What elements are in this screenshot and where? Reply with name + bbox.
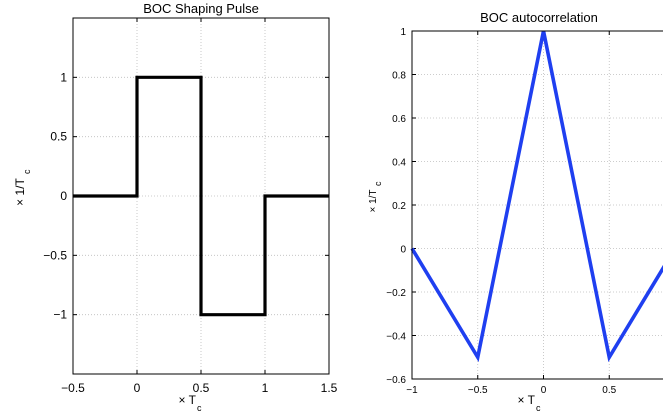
chart-title: BOC Shaping Pulse: [143, 1, 259, 16]
y-tick-label: 0.8: [392, 71, 406, 82]
tick-labels: −1 −0.5 0 0.5 −0.6 −0.4 −0.2 0 0.2 0.4 0.6 0.8 1: [386, 27, 616, 396]
x-axis-label-text: × T: [518, 393, 536, 407]
y-tick-label: 0.5: [50, 130, 67, 144]
x-tick-label: 1: [262, 381, 269, 395]
y-tick-label: 0.4: [392, 158, 406, 169]
x-axis-label-subscript: c: [197, 403, 202, 413]
y-axis-label: × 1/T c: [13, 169, 32, 206]
tick-labels: −0.5 0 0.5 1 1.5 −1 −0.5 0 0.5 1: [43, 70, 337, 395]
x-tick-label: −0.5: [468, 385, 488, 396]
chart-title: BOC autocorrelation: [480, 10, 598, 25]
series-line: [73, 75, 329, 317]
y-tick-label: −1: [53, 308, 67, 322]
y-axis-label-text: × 1/T: [13, 177, 27, 205]
y-tick-label: 1: [400, 27, 406, 38]
x-tick-label: 0.5: [602, 385, 616, 396]
y-axis-label: × 1/T c: [368, 181, 383, 213]
x-tick-label: 0: [134, 381, 141, 395]
x-tick-label: 1.5: [321, 381, 338, 395]
plot-frame: [411, 30, 663, 380]
y-tick-label: 0: [60, 189, 67, 203]
x-axis-label-text: × T: [179, 393, 197, 407]
chart-boc-autocorrelation: −1 −0.5 0 0.5 −0.6 −0.4 −0.2 0 0.2 0.4 0.6 0.8 1 BOC…: [368, 10, 663, 413]
y-tick-label: 0: [400, 245, 406, 256]
y-tick-label: 1: [60, 70, 67, 84]
x-axis-label: × T c: [518, 393, 541, 413]
y-tick-label: −0.5: [43, 248, 67, 262]
x-tick-label: 0.5: [193, 381, 210, 395]
y-axis-label-subscript: c: [373, 181, 383, 186]
plot-frame: [72, 17, 330, 375]
y-tick-label: 0.2: [392, 201, 406, 212]
y-tick-label: −0.2: [386, 288, 406, 299]
y-axis-label-text: × 1/T: [368, 189, 379, 212]
x-axis-label: × T c: [179, 393, 202, 413]
y-tick-label: 0.6: [392, 114, 406, 125]
y-tick-label: −0.6: [386, 375, 406, 386]
series: [73, 75, 329, 317]
y-axis-label-subscript: c: [22, 169, 32, 174]
x-tick-label: −1: [406, 385, 418, 396]
y-tick-label: −0.4: [386, 332, 406, 343]
x-tick-label: −0.5: [61, 381, 85, 395]
x-axis-label-subscript: c: [536, 403, 541, 413]
chart-boc-shaping-pulse: −0.5 0 0.5 1 1.5 −1 −0.5 0 0.5 1 BOC Shaping Puls…: [13, 1, 338, 413]
x-tick-label: 0: [541, 385, 547, 396]
